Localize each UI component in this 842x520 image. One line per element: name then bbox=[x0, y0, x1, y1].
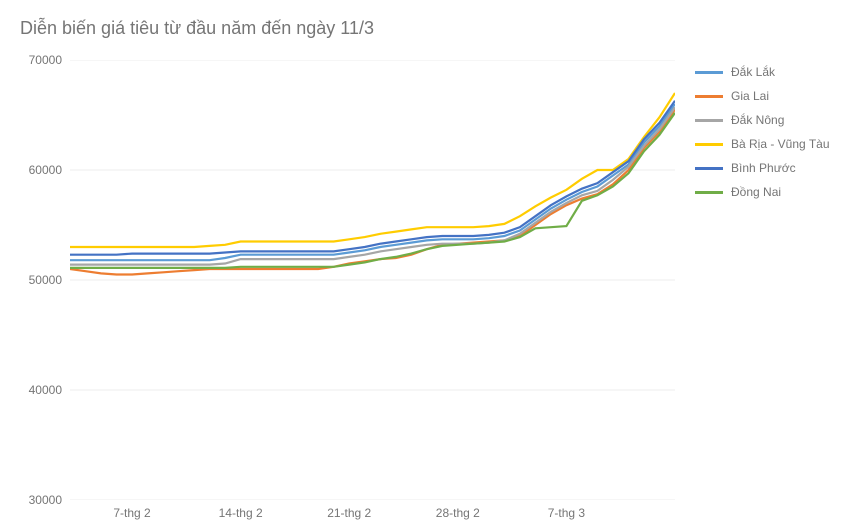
y-tick-label: 40000 bbox=[2, 383, 62, 397]
legend-label: Đắk Nông bbox=[731, 113, 784, 127]
legend-item: Gia Lai bbox=[695, 86, 830, 106]
legend-item: Bà Rịa - Vũng Tàu bbox=[695, 134, 830, 154]
legend: Đắk Lắk Gia Lai Đắk Nông Bà Rịa - Vũng Tàu B… bbox=[695, 62, 830, 206]
y-tick-label: 60000 bbox=[2, 163, 62, 177]
legend-swatch bbox=[695, 191, 723, 194]
chart-title: Diễn biến giá tiêu từ đầu năm đến ngày 1… bbox=[20, 18, 374, 39]
legend-label: Đắk Lắk bbox=[731, 65, 775, 79]
legend-swatch bbox=[695, 143, 723, 146]
x-tick-label: 7-thg 3 bbox=[548, 506, 585, 520]
x-tick-label: 7-thg 2 bbox=[113, 506, 150, 520]
legend-swatch bbox=[695, 167, 723, 170]
y-tick-label: 30000 bbox=[2, 493, 62, 507]
legend-item: Đắk Lắk bbox=[695, 62, 830, 82]
x-tick-label: 21-thg 2 bbox=[327, 506, 371, 520]
legend-swatch bbox=[695, 119, 723, 122]
legend-item: Đồng Nai bbox=[695, 182, 830, 202]
y-tick-label: 70000 bbox=[2, 53, 62, 67]
x-tick-label: 14-thg 2 bbox=[219, 506, 263, 520]
legend-label: Bình Phước bbox=[731, 161, 796, 175]
plot-area bbox=[70, 60, 675, 500]
legend-label: Bà Rịa - Vũng Tàu bbox=[731, 137, 830, 151]
line-chart: Diễn biến giá tiêu từ đầu năm đến ngày 1… bbox=[0, 0, 842, 520]
x-tick-label: 28-thg 2 bbox=[436, 506, 480, 520]
legend-swatch bbox=[695, 95, 723, 98]
legend-swatch bbox=[695, 71, 723, 74]
series-line bbox=[70, 104, 675, 260]
plot-svg bbox=[70, 60, 675, 500]
legend-label: Đồng Nai bbox=[731, 185, 781, 199]
series-line bbox=[70, 107, 675, 264]
legend-label: Gia Lai bbox=[731, 89, 769, 103]
legend-item: Đắk Nông bbox=[695, 110, 830, 130]
legend-item: Bình Phước bbox=[695, 158, 830, 178]
y-tick-label: 50000 bbox=[2, 273, 62, 287]
